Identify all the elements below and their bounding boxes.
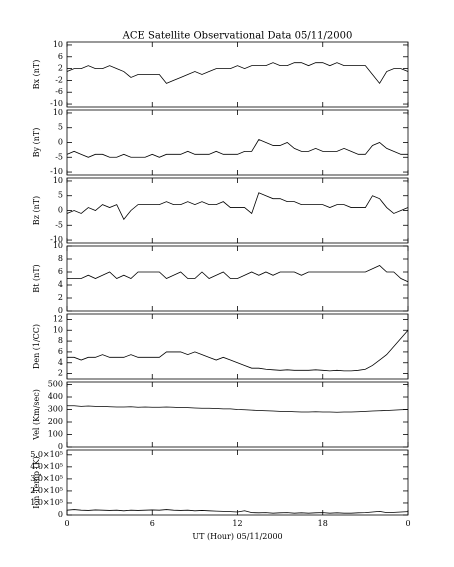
panel-frame [66,41,409,108]
y-tick-label: 6 [58,267,63,276]
x-tick-label: 12 [232,519,242,528]
y-tick-label: 2.0×10⁵ [30,486,63,495]
y-tick-label: 3.0×10⁵ [30,474,63,483]
y-axis-label: Bt (nT) [32,264,41,292]
x-tick-label: 0 [64,519,69,528]
y-axis-label: By (nT) [32,128,41,158]
x-tick-label: 6 [150,519,155,528]
y-tick-label: 10 [53,325,63,334]
y-tick-label: 2 [58,369,63,378]
y-tick-label: 300 [48,405,63,414]
panel-frame [66,109,409,176]
y-axis-label: Den (1/CC) [32,324,41,369]
y-tick-label: 6 [58,347,63,356]
y-tick-label: 0 [58,442,63,451]
y-tick-label: 0 [58,206,63,215]
y-tick-label: 10 [53,40,63,49]
y-tick-label: 0 [58,138,63,147]
chart-title: ACE Satellite Observational Data 05/11/2… [122,31,353,42]
y-axis-label: Bz (nT) [32,196,41,225]
y-tick-label: 4 [58,280,63,289]
y-tick-label: 400 [48,392,63,401]
data-line [67,329,409,372]
y-tick-label: 0 [58,306,63,315]
y-tick-label: 5 [58,191,63,200]
y-tick-label: 5 [58,123,63,132]
data-line [67,405,409,413]
y-tick-label: 200 [48,417,63,426]
y-tick-label: 2 [58,293,63,302]
y-tick-label: -10 [50,235,63,244]
x-axis-label: UT (Hour) 05/11/2000 [192,532,282,541]
y-tick-label: -10 [50,99,63,108]
data-line [67,265,409,283]
y-tick-label: -5 [55,220,63,229]
y-tick-label: -2 [55,75,63,84]
y-axis-label: Ion Temp (K) [32,456,41,509]
y-tick-label: 12 [53,314,63,323]
y-tick-label: 4 [58,358,63,367]
y-tick-label: -10 [50,167,63,176]
y-tick-label: 100 [48,430,63,439]
panel-frame [66,449,409,516]
y-axis-label: Vel (Km/sec) [32,389,41,441]
x-tick-label: 18 [318,519,328,528]
panel-frame [66,177,409,244]
y-tick-label: 8 [58,254,63,263]
y-tick-label: -6 [55,87,63,96]
data-line [66,139,408,158]
y-tick-label: 10 [53,108,63,117]
x-tick-label: 0 [405,519,410,528]
y-tick-label: 5.0×10⁵ [30,450,63,459]
y-tick-label: 8 [58,336,63,345]
data-line [66,62,409,85]
y-tick-label: 10 [53,176,63,185]
panel-frame [66,381,409,448]
y-tick-label: 2 [58,64,63,73]
y-tick-label: 10 [53,241,63,250]
y-tick-label: 0 [58,510,63,519]
y-tick-label: -5 [55,152,63,161]
panel-frame [66,313,409,380]
y-tick-label: 4.0×10⁵ [30,462,63,471]
y-tick-label: 500 [48,380,63,389]
y-tick-label: 1.0×10⁵ [30,498,63,507]
y-axis-label: Bx (nT) [32,60,41,90]
y-tick-label: 6 [58,52,63,61]
data-line [66,509,409,514]
data-line [66,192,409,221]
